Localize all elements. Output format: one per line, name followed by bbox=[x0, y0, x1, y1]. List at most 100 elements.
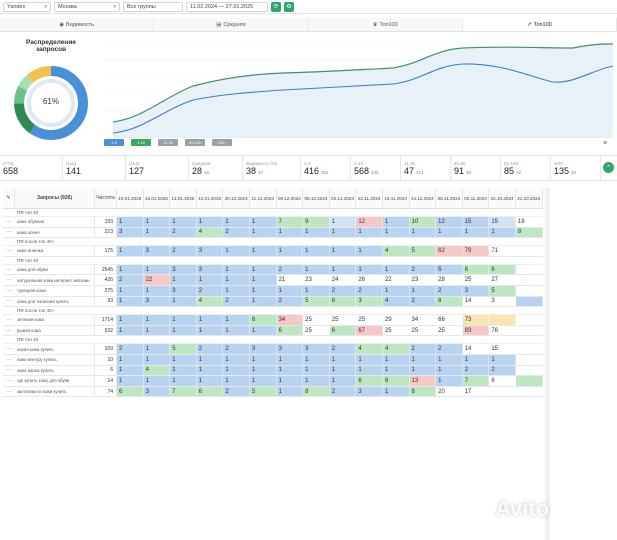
table-row[interactable]: — где купить кожу для обуви 14 1 1 1 1 1 1 1 1 1 6 6 1… bbox=[3, 376, 543, 387]
date-header[interactable]: 02.11.2024 bbox=[463, 188, 490, 208]
date-header[interactable]: 19.01.2025 bbox=[117, 188, 144, 208]
table-row[interactable]: — кожа обувная 193 1 1 1 1 1 1 7 9 1 12 1 10 12 15 15 19 bbox=[3, 217, 543, 228]
stat-label: 100+ bbox=[554, 160, 565, 166]
row-handle-icon[interactable]: — bbox=[6, 316, 12, 323]
date-header[interactable]: 21.10.2024 bbox=[516, 188, 543, 208]
donut-title: Распределение запросов bbox=[26, 39, 76, 53]
stat-delta: 405 bbox=[371, 169, 379, 175]
date-header[interactable]: 16.01.2025 bbox=[144, 188, 171, 208]
position-cell bbox=[489, 315, 516, 325]
date-header[interactable]: 15.11.2024 bbox=[383, 188, 410, 208]
queries-header[interactable]: Запросы (926) bbox=[15, 188, 95, 208]
date-header[interactable]: 06.12.2024 bbox=[303, 188, 330, 208]
row-handle-icon[interactable]: — bbox=[6, 388, 12, 395]
edit-icon[interactable]: ✎ bbox=[3, 188, 15, 208]
date-header[interactable]: 11.12.2024 bbox=[250, 188, 277, 208]
position-cell: 27 bbox=[489, 275, 516, 285]
position-cell: 5 bbox=[249, 386, 277, 397]
stat-value: 38 27 bbox=[246, 166, 297, 176]
legend-31-100[interactable]: 31-100 bbox=[185, 139, 205, 146]
refresh-button[interactable]: ⟳ bbox=[271, 1, 281, 12]
date-header[interactable]: 22.11.2024 bbox=[356, 188, 383, 208]
date-header[interactable]: 30.12.2024 bbox=[223, 188, 250, 208]
stat-value: 28 16 bbox=[192, 166, 239, 176]
position-cell: 1 bbox=[170, 325, 197, 336]
row-handle-icon[interactable]: — bbox=[6, 356, 12, 363]
position-cell: 19 bbox=[515, 217, 543, 227]
legend-101-plus[interactable]: 101+ bbox=[212, 139, 232, 146]
date-header[interactable]: 22.10.2024 bbox=[489, 188, 516, 208]
position-cell: 1 bbox=[223, 246, 250, 256]
row-handle-icon[interactable]: — bbox=[6, 266, 12, 273]
legend-11-30[interactable]: 11-30 bbox=[158, 139, 178, 146]
tab-visibility[interactable]: ◉ Видимость bbox=[0, 18, 155, 31]
position-cell: 2 bbox=[329, 344, 357, 354]
query-cell: серая кожа купить bbox=[15, 344, 95, 354]
row-handle-icon[interactable]: — bbox=[6, 287, 12, 294]
table-row[interactable]: — кожа для обуви 2645 1 1 3 3 1 1 2 1 1 1 1 2 5 6 6 bbox=[3, 264, 543, 276]
groups-select[interactable]: Все группы bbox=[123, 1, 183, 12]
table-row[interactable]: — кожа наппа купить 6 1 4 1 1 1 1 1 1 1 1 1 1 1 2 2 bbox=[3, 365, 543, 377]
table-row[interactable]: — зеленая кожа 1714 1 1 1 1 1 6 34 25 25 25 29 34 66 73 bbox=[3, 315, 543, 326]
position-cell: 26 bbox=[356, 275, 383, 285]
table-row[interactable]: — кожа оленя 223 3 1 2 4 2 1 1 1 1 1 1 1 1 1 1 8 bbox=[3, 227, 543, 239]
date-header[interactable]: 08.11.2024 bbox=[436, 188, 463, 208]
table-row[interactable]: — серая кожа купить 109 2 1 5 2 2 3 3 3 2 4 4 2 2 14 15 bbox=[3, 344, 543, 355]
legend-1-10[interactable]: 1-10 bbox=[131, 139, 151, 146]
date-range-select[interactable]: 11.02.2024 — 27.01.2025 bbox=[186, 1, 268, 12]
position-cell: 10 bbox=[409, 217, 437, 227]
table-row[interactable]: — кожа кенгуру купить 10 1 1 1 1 1 1 1 1 1 1 1 1 1 1 1 bbox=[3, 354, 543, 366]
position-cell: 2 bbox=[329, 285, 357, 296]
date-header[interactable]: 09.12.2024 bbox=[277, 188, 304, 208]
query-cell: турецкая кожа bbox=[15, 285, 95, 296]
row-handle-icon[interactable]: — bbox=[6, 327, 12, 334]
row-handle-icon[interactable]: — bbox=[6, 346, 12, 353]
row-handle-icon[interactable]: — bbox=[6, 218, 12, 225]
row-handle-icon[interactable]: — bbox=[6, 229, 12, 236]
date-header[interactable]: 14.11.2024 bbox=[410, 188, 437, 208]
collapse-button[interactable]: ⌃ bbox=[603, 162, 614, 173]
row-handle-icon[interactable]: — bbox=[6, 298, 12, 305]
row-handle-icon[interactable]: — bbox=[6, 377, 12, 384]
date-header[interactable]: 13.01.2025 bbox=[170, 188, 197, 208]
table-row[interactable]: — кожа ягненка 175 1 3 2 3 1 1 1 1 1 1 4 5 62 79 71 bbox=[3, 246, 543, 257]
engine-select[interactable]: Yandex ▾ bbox=[3, 1, 51, 12]
position-cell: 1 bbox=[249, 376, 277, 386]
group-row: ПФ после топ 40+ bbox=[3, 307, 543, 316]
row-handle-icon[interactable]: — bbox=[6, 277, 12, 284]
table-row[interactable]: — натуральная кожа интернет магазин 426 2 22… bbox=[3, 275, 543, 286]
frequency-header[interactable]: Частота bbox=[95, 188, 117, 208]
settings-button[interactable]: ⚙ bbox=[284, 1, 294, 12]
tab-average[interactable]: ▤ Средняя bbox=[154, 18, 309, 31]
date-header[interactable]: 12.01.2025 bbox=[197, 188, 224, 208]
position-cell: 1 bbox=[329, 264, 357, 275]
tab-top100-trend[interactable]: ↗ Топ100 bbox=[462, 18, 617, 31]
donut-center-value: 61% bbox=[42, 97, 59, 106]
menu-icon[interactable]: ≡ bbox=[603, 140, 608, 147]
position-cell: 2 bbox=[436, 344, 463, 354]
position-cell: 1 bbox=[170, 376, 197, 386]
row-handle-icon[interactable]: — bbox=[6, 367, 12, 374]
date-header[interactable]: 02.12.2024 bbox=[330, 188, 357, 208]
position-cell: 1 bbox=[143, 325, 171, 336]
table-row[interactable]: — рыжая кожа 532 1 1 1 1 1 1 6 25 6 67 25 25 25 83 76 bbox=[3, 325, 543, 337]
region-select[interactable]: Москва ▾ bbox=[54, 1, 120, 12]
tab-top100[interactable]: ♛ Топ100 bbox=[309, 18, 463, 31]
row-handle-icon[interactable]: — bbox=[6, 247, 12, 254]
position-cell: 1 bbox=[436, 365, 463, 376]
table-row[interactable]: — заготовки из кожи купить 74 6 3 7 6 2 5 1 8 2 3 1 8 2… bbox=[3, 386, 543, 398]
table-row[interactable]: — турецкая кожа 275 1 1 3 2 1 1 1 1 2 2 1 1 2 3 5 bbox=[3, 285, 543, 297]
stat-delta: 39 bbox=[466, 169, 472, 175]
position-cell: 1 bbox=[249, 354, 277, 365]
position-cell: 2 bbox=[117, 275, 144, 285]
table-scrollbar[interactable] bbox=[545, 188, 550, 540]
position-cell: 1 bbox=[409, 354, 437, 365]
position-cell: 1 bbox=[223, 315, 250, 325]
position-cell: 1 bbox=[223, 365, 250, 376]
table-row[interactable]: — кожа для тиснения купить 93 1 3 1 4 2 1 2 5 6 3 4 2 8… bbox=[3, 296, 543, 308]
position-cell: 1 bbox=[329, 246, 357, 256]
position-cell bbox=[515, 386, 543, 397]
stat-number: 38 bbox=[246, 165, 257, 176]
position-cell: 8 bbox=[436, 296, 463, 307]
legend-1-3[interactable]: 1-3 bbox=[104, 139, 124, 146]
